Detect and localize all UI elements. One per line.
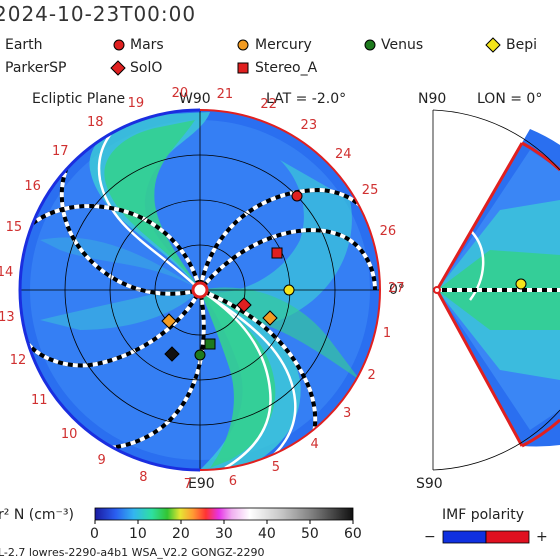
- legend-venus-label: Venus: [381, 37, 424, 53]
- mercury-ecliptic-marker: [262, 310, 278, 326]
- stereo-a-marker: [271, 247, 283, 259]
- mercury-marker-left: [161, 313, 177, 329]
- lon-label: LON = 0°: [477, 91, 543, 107]
- legend-mercury-label: Mercury: [255, 37, 312, 53]
- longitude-number-14: 14: [0, 264, 14, 280]
- longitude-number-20: 20: [171, 86, 189, 102]
- colorbar-ticks: [94, 520, 354, 524]
- legend-solo-marker: [110, 60, 126, 76]
- longitude-number-13: 13: [0, 309, 15, 325]
- legend-venus-marker: [364, 39, 376, 51]
- colorbar-tick-20: 20: [172, 526, 190, 542]
- colorbar-label: r² N (cm⁻³): [0, 507, 75, 523]
- longitude-number-16: 16: [24, 179, 41, 195]
- longitude-number-24: 24: [334, 146, 352, 162]
- longitude-number-18: 18: [87, 115, 104, 131]
- longitude-number-9: 9: [97, 452, 106, 468]
- imf-negative-bar: [442, 530, 487, 544]
- longitude-number-4: 4: [310, 437, 319, 453]
- meridional-wedge: [437, 129, 560, 447]
- footer-run-info: L-2.7 lowres-2290-a4b1 WSA_V2.2 GONGZ-22…: [0, 546, 265, 559]
- disc-grid: [20, 110, 380, 470]
- longitude-number-1: 1: [382, 325, 392, 341]
- colorbar-tick-30: 30: [215, 526, 233, 542]
- imf-polarity-title: IMF polarity: [442, 507, 525, 523]
- e90-label: E90: [188, 476, 215, 492]
- s90-label: S90: [416, 476, 443, 492]
- solo-marker: [236, 297, 252, 313]
- wedge-bepi-marker: [515, 278, 527, 290]
- longitude-number-10: 10: [60, 426, 78, 442]
- legend-bepi-label: Bepi: [506, 37, 537, 53]
- longitude-number-27: 27: [388, 281, 405, 296]
- longitude-number-23: 23: [300, 117, 318, 133]
- date-title: 2024-10-23T00:00: [0, 2, 197, 26]
- longitude-number-11: 11: [31, 392, 48, 408]
- bepi-marker-dot: [283, 284, 295, 296]
- colorbar-tick-0: 0: [90, 526, 99, 542]
- legend-bepi-marker: [485, 37, 501, 53]
- lat-label: LAT = -2.0°: [266, 91, 347, 107]
- venus-marker: [194, 349, 206, 361]
- mars-marker: [291, 190, 303, 202]
- colorbar-tick-50: 50: [301, 526, 319, 542]
- legend-stereo-marker: [237, 62, 249, 74]
- longitude-number-12: 12: [9, 353, 27, 369]
- colorbar-gradient: [94, 507, 354, 521]
- zero-deg-label: 0°: [389, 282, 405, 298]
- wedge-sun-marker: [433, 286, 441, 294]
- legend-solo-label: SolO: [130, 60, 163, 76]
- imf-positive-bar: [485, 530, 530, 544]
- longitude-number-7: 7: [183, 476, 193, 492]
- colorbar-tick-40: 40: [258, 526, 276, 542]
- longitude-number-8: 8: [139, 469, 148, 485]
- colorbar-tick-10: 10: [129, 526, 147, 542]
- w90-label: W90: [179, 91, 211, 107]
- longitude-number-22: 22: [260, 97, 277, 113]
- ecliptic-plane-title: Ecliptic Plane: [32, 91, 126, 107]
- legend-stereo-a-label: Stereo_A: [255, 60, 318, 76]
- earth-marker: [164, 346, 180, 362]
- longitude-number-21: 21: [216, 86, 234, 102]
- sun-marker: [191, 281, 209, 299]
- longitude-number-5: 5: [271, 460, 280, 476]
- longitude-number-3: 3: [343, 405, 352, 421]
- longitude-number-25: 25: [361, 183, 379, 199]
- legend-parkersp-label: ParkerSP: [5, 60, 67, 76]
- legend-mars-label: Mars: [130, 37, 164, 53]
- longitude-number-15: 15: [5, 220, 23, 236]
- longitude-number-19: 19: [127, 95, 145, 111]
- legend-mercury-marker: [237, 39, 249, 51]
- venus-square-marker: [204, 338, 216, 350]
- imf-plus-label: +: [536, 529, 548, 545]
- longitude-number-17: 17: [52, 143, 69, 159]
- colorbar-tick-60: 60: [344, 526, 362, 542]
- longitude-number-6: 6: [228, 473, 237, 489]
- legend-mars-marker: [113, 39, 125, 51]
- imf-minus-label: −: [424, 529, 436, 545]
- longitude-number-2: 2: [367, 368, 376, 384]
- ecliptic-disc: [20, 110, 380, 470]
- legend-earth-label: Earth: [5, 37, 43, 53]
- n90-label: N90: [418, 91, 447, 107]
- longitude-number-26: 26: [379, 224, 397, 240]
